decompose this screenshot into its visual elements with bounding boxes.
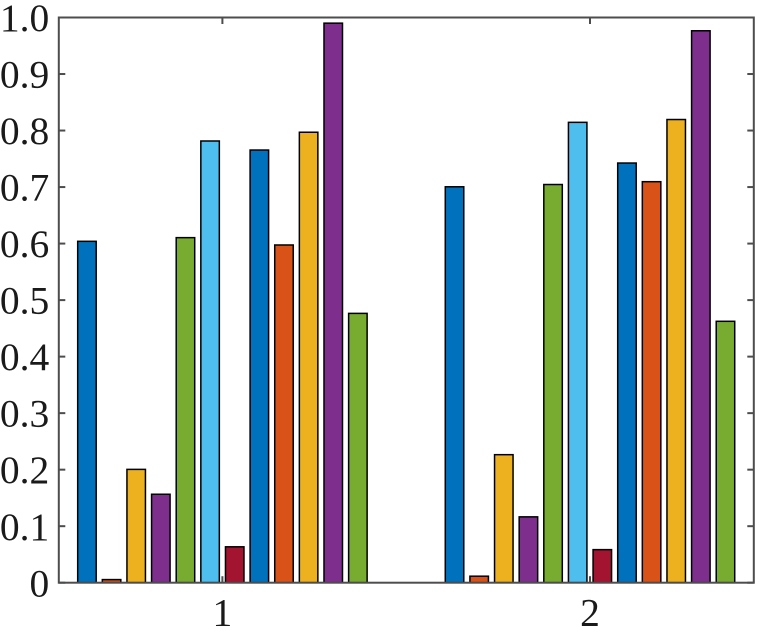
svg-text:0.1: 0.1: [0, 505, 49, 549]
svg-text:0: 0: [29, 561, 49, 605]
svg-text:1.0: 1.0: [0, 0, 49, 40]
svg-text:0.7: 0.7: [0, 166, 49, 210]
svg-text:1: 1: [213, 591, 233, 631]
svg-text:0.9: 0.9: [0, 53, 49, 97]
svg-text:0.4: 0.4: [0, 335, 49, 379]
svg-text:0.8: 0.8: [0, 109, 49, 153]
svg-text:2: 2: [580, 591, 600, 631]
svg-text:0.6: 0.6: [0, 222, 49, 266]
svg-text:0.2: 0.2: [0, 448, 49, 492]
svg-text:0.5: 0.5: [0, 279, 49, 323]
svg-text:0.3: 0.3: [0, 392, 49, 436]
